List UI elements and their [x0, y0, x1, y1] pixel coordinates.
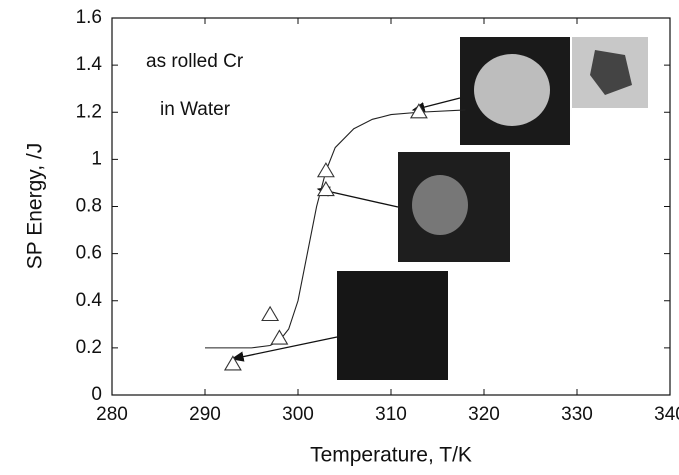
x-tick-label: 310 — [375, 404, 407, 425]
y-tick-label: 0.4 — [76, 290, 103, 311]
photo — [337, 271, 448, 380]
annotation: in Water — [160, 99, 231, 120]
y-tick-label: 1 — [91, 148, 102, 169]
x-tick-label: 320 — [468, 404, 500, 425]
data-point — [261, 305, 280, 322]
x-tick-label: 300 — [282, 404, 314, 425]
y-tick-label: 1.6 — [76, 7, 102, 28]
data-point — [316, 162, 335, 178]
data-point — [270, 329, 289, 345]
data-point — [316, 180, 335, 197]
y-tick-label: 0.2 — [76, 337, 102, 358]
photo-detail — [590, 50, 632, 95]
x-axis-label: Temperature, T/K — [310, 444, 472, 467]
data-point — [223, 355, 242, 371]
y-tick-label: 0.6 — [76, 243, 102, 264]
y-tick-label: 1.2 — [76, 101, 102, 122]
data-point — [409, 103, 428, 119]
annotation: as rolled Cr — [146, 51, 244, 72]
y-tick-label: 0.8 — [76, 196, 102, 217]
y-axis-label: SP Energy, /J — [24, 143, 47, 269]
photo-detail — [412, 175, 468, 235]
x-tick-label: 290 — [189, 404, 221, 425]
y-tick-label: 1.4 — [76, 54, 103, 75]
photo-detail — [474, 54, 550, 126]
arrow — [230, 336, 338, 362]
x-tick-label: 280 — [96, 404, 128, 425]
x-tick-label: 340 — [654, 404, 679, 425]
y-tick-label: 0 — [91, 384, 102, 405]
x-tick-label: 330 — [561, 404, 593, 425]
